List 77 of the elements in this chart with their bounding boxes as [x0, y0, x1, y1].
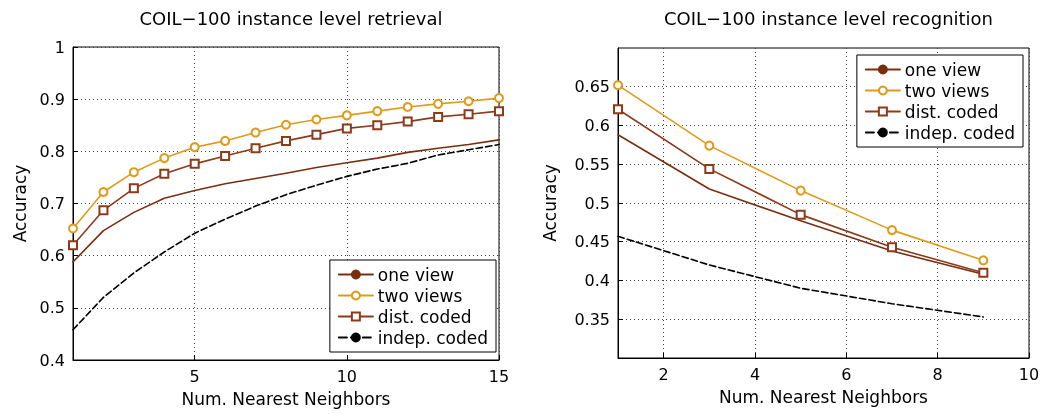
point: [613, 104, 623, 115]
chart-title: COIL−100 instance level recognition: [663, 7, 994, 29]
point: [159, 153, 170, 164]
point: [463, 109, 474, 120]
x-axis-title: Num. Nearest Neighbors: [719, 386, 929, 407]
y-tick-label: 0.4: [39, 350, 65, 370]
point: [887, 242, 897, 253]
point: [887, 225, 897, 236]
y-tick-label: 0.6: [39, 246, 65, 266]
point: [402, 116, 413, 127]
x-tick-label: 15: [488, 366, 510, 386]
point: [494, 93, 504, 104]
point: [978, 255, 989, 266]
point: [98, 205, 109, 216]
y-tick-label: 0.35: [574, 309, 610, 329]
point: [68, 240, 78, 251]
point: [433, 98, 444, 109]
point: [372, 120, 383, 131]
x-tick-label: 6: [841, 364, 852, 384]
y-tick-label: 0.5: [584, 193, 610, 213]
y-axis-title: Accuracy: [10, 164, 31, 243]
point: [372, 106, 383, 117]
y-tick-label: 0.45: [574, 232, 610, 252]
point: [494, 106, 504, 117]
x-tick-label: 2: [658, 364, 669, 384]
chart-title: COIL−100 instance level retrieval: [139, 7, 443, 29]
x-tick-label: 5: [189, 366, 200, 386]
point: [311, 114, 322, 125]
legend-label: indep. coded: [904, 122, 1016, 143]
legend-label: indep. coded: [377, 327, 489, 348]
point: [159, 168, 170, 179]
point: [220, 135, 231, 146]
point: [341, 110, 352, 121]
x-tick-label: 10: [336, 366, 358, 386]
point: [704, 163, 715, 174]
legend-label: one view: [904, 59, 982, 80]
y-tick-label: 1: [54, 37, 65, 57]
point: [68, 223, 78, 234]
point: [341, 123, 352, 134]
point: [128, 167, 139, 178]
y-tick-label: 0.9: [39, 89, 65, 109]
legend-label: two views: [904, 80, 990, 101]
x-tick-label: 4: [749, 364, 761, 384]
legend-label: dist. coded: [904, 101, 999, 122]
point: [402, 101, 413, 112]
point: [795, 209, 806, 220]
y-axis-title: Accuracy: [539, 164, 560, 242]
point: [311, 129, 322, 140]
legend-label: dist. coded: [377, 306, 472, 327]
y-tick-label: 0.65: [574, 77, 610, 97]
point: [250, 143, 261, 154]
point: [704, 140, 715, 151]
y-tick-label: 0.55: [574, 154, 610, 174]
point: [978, 267, 989, 278]
legend-label: two views: [377, 285, 463, 306]
x-axis-title: Num. Nearest Neighbors: [181, 388, 391, 409]
point: [128, 183, 139, 194]
legend-label: one view: [377, 264, 455, 285]
point: [250, 127, 261, 138]
point: [463, 96, 474, 107]
x-tick-label: 10: [1018, 364, 1040, 384]
point: [281, 119, 291, 130]
y-tick-label: 0.4: [584, 271, 610, 290]
x-tick-label: 8: [932, 364, 943, 384]
point: [433, 111, 444, 122]
y-tick-label: 0.5: [39, 298, 65, 318]
point: [281, 135, 291, 146]
y-tick-label: 0.7: [39, 194, 65, 213]
point: [220, 151, 231, 162]
point: [795, 185, 806, 196]
point: [613, 80, 623, 91]
point: [189, 158, 200, 169]
point: [98, 187, 109, 198]
y-tick-label: 0.6: [584, 116, 610, 135]
point: [189, 142, 200, 153]
line-series: [72, 139, 500, 263]
y-tick-label: 0.8: [39, 141, 65, 161]
